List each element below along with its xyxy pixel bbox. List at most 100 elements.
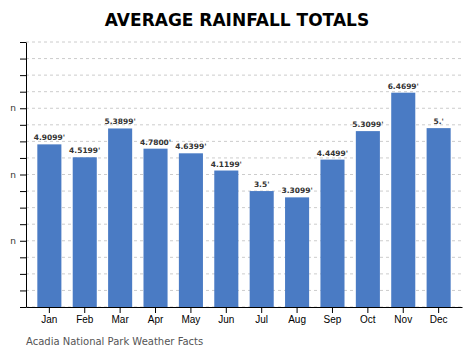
data-label: 3.3099': [281, 186, 312, 195]
y-tick: [20, 42, 26, 43]
y-tick: [20, 208, 26, 209]
y-tick: [20, 108, 26, 109]
bar: [108, 128, 132, 307]
subtitle: Acadia National Park Weather Facts: [26, 336, 203, 347]
bar: [356, 131, 380, 307]
x-tick-label: Apr: [148, 314, 164, 325]
y-tick: [20, 191, 26, 192]
data-label: 5.3899': [105, 117, 136, 126]
x-tick-label: Dec: [430, 314, 448, 325]
bar: [285, 197, 309, 307]
x-tick: Sep: [324, 307, 342, 325]
y-tick: [20, 175, 26, 176]
x-tick-mark: [49, 307, 50, 313]
x-tick-label: Jan: [41, 314, 57, 325]
y-tick-mark: [20, 257, 26, 258]
bar: [391, 93, 415, 307]
x-tick: Jul: [255, 307, 268, 325]
bar: [250, 191, 274, 307]
bar: [37, 144, 61, 307]
y-tick: [20, 241, 26, 242]
annotations: nnn: [10, 103, 16, 246]
data-label: 6.4699': [388, 82, 419, 91]
x-tick: Nov: [394, 307, 412, 325]
y-tick-mark: [20, 175, 26, 176]
y-tick-mark: [20, 125, 26, 126]
x-tick-mark: [120, 307, 121, 313]
y-tick: [20, 224, 26, 225]
bar: [179, 153, 203, 307]
y-axis-line: [26, 43, 27, 308]
x-tick-mark: [332, 307, 333, 313]
y-tick-mark: [20, 158, 26, 159]
y-tick: [20, 125, 26, 126]
x-tick-mark: [261, 307, 262, 313]
bar: [143, 149, 167, 307]
bars: [37, 93, 450, 307]
data-label: 5.': [433, 117, 443, 126]
x-tick-mark: [403, 307, 404, 313]
chart: AVERAGE RAINFALL TOTALSJanFebMarAprMayJu…: [0, 0, 474, 355]
y-axis: [20, 43, 27, 308]
y-tick-mark: [20, 274, 26, 275]
annotation: n: [10, 103, 16, 113]
data-label: 4.9099': [34, 133, 65, 142]
y-tick-mark: [20, 208, 26, 209]
grid-line: [26, 42, 462, 43]
grid-line: [26, 91, 462, 92]
x-tick: Jun: [218, 307, 234, 325]
y-tick: [20, 59, 26, 60]
bar: [427, 128, 451, 307]
x-tick-mark: [190, 307, 191, 313]
y-tick: [20, 141, 26, 142]
y-tick-mark: [20, 224, 26, 225]
x-tick-mark: [155, 307, 156, 313]
data-label: 3.5': [254, 180, 270, 189]
x-tick: Dec: [430, 307, 448, 325]
x-tick: May: [181, 307, 200, 325]
y-tick-mark: [20, 59, 26, 60]
y-tick-mark: [20, 141, 26, 142]
y-tick-mark: [20, 241, 26, 242]
x-tick: Jan: [41, 307, 57, 325]
x-axis-line: [27, 307, 463, 308]
x-tick-label: Nov: [394, 314, 412, 325]
bar: [320, 160, 344, 307]
x-tick-label: Mar: [112, 314, 130, 325]
y-tick-mark: [20, 191, 26, 192]
y-tick: [20, 75, 26, 76]
y-tick: [20, 290, 26, 291]
y-tick-mark: [20, 75, 26, 76]
y-tick-mark: [20, 307, 26, 308]
x-tick-mark: [226, 307, 227, 313]
x-tick-label: Jul: [255, 314, 268, 325]
grid: [26, 42, 462, 307]
x-tick: Oct: [360, 307, 376, 325]
y-tick: [20, 92, 26, 93]
grid-line: [26, 58, 462, 59]
x-tick: Aug: [288, 307, 306, 325]
x-tick-mark: [438, 307, 439, 313]
y-tick: [20, 158, 26, 159]
x-tick-label: Oct: [360, 314, 376, 325]
y-tick-mark: [20, 42, 26, 43]
x-tick-label: Sep: [324, 314, 342, 325]
x-tick: Mar: [112, 307, 130, 325]
annotation: n: [10, 170, 16, 180]
x-tick-label: May: [181, 314, 200, 325]
grid-line: [26, 75, 462, 76]
bar: [214, 171, 238, 307]
data-label: 5.3099': [352, 120, 383, 129]
x-tick-mark: [84, 307, 85, 313]
data-labels: 4.9099'4.5199'5.3899'4.7800'4.6399'4.119…: [34, 82, 444, 196]
x-tick-mark: [297, 307, 298, 313]
plot: Jan Feb Mar Apr May Jun Jul Aug Sep Oct Nov Dec 4.90…: [10, 42, 462, 325]
data-label: 4.4499': [317, 149, 348, 158]
data-label: 4.7800': [140, 138, 171, 147]
data-label: 4.5199': [69, 146, 100, 155]
y-tick: [20, 257, 26, 258]
x-tick-label: Jun: [218, 314, 234, 325]
x-tick: Apr: [148, 307, 164, 325]
y-tick-mark: [20, 92, 26, 93]
x-tick-label: Feb: [76, 314, 94, 325]
